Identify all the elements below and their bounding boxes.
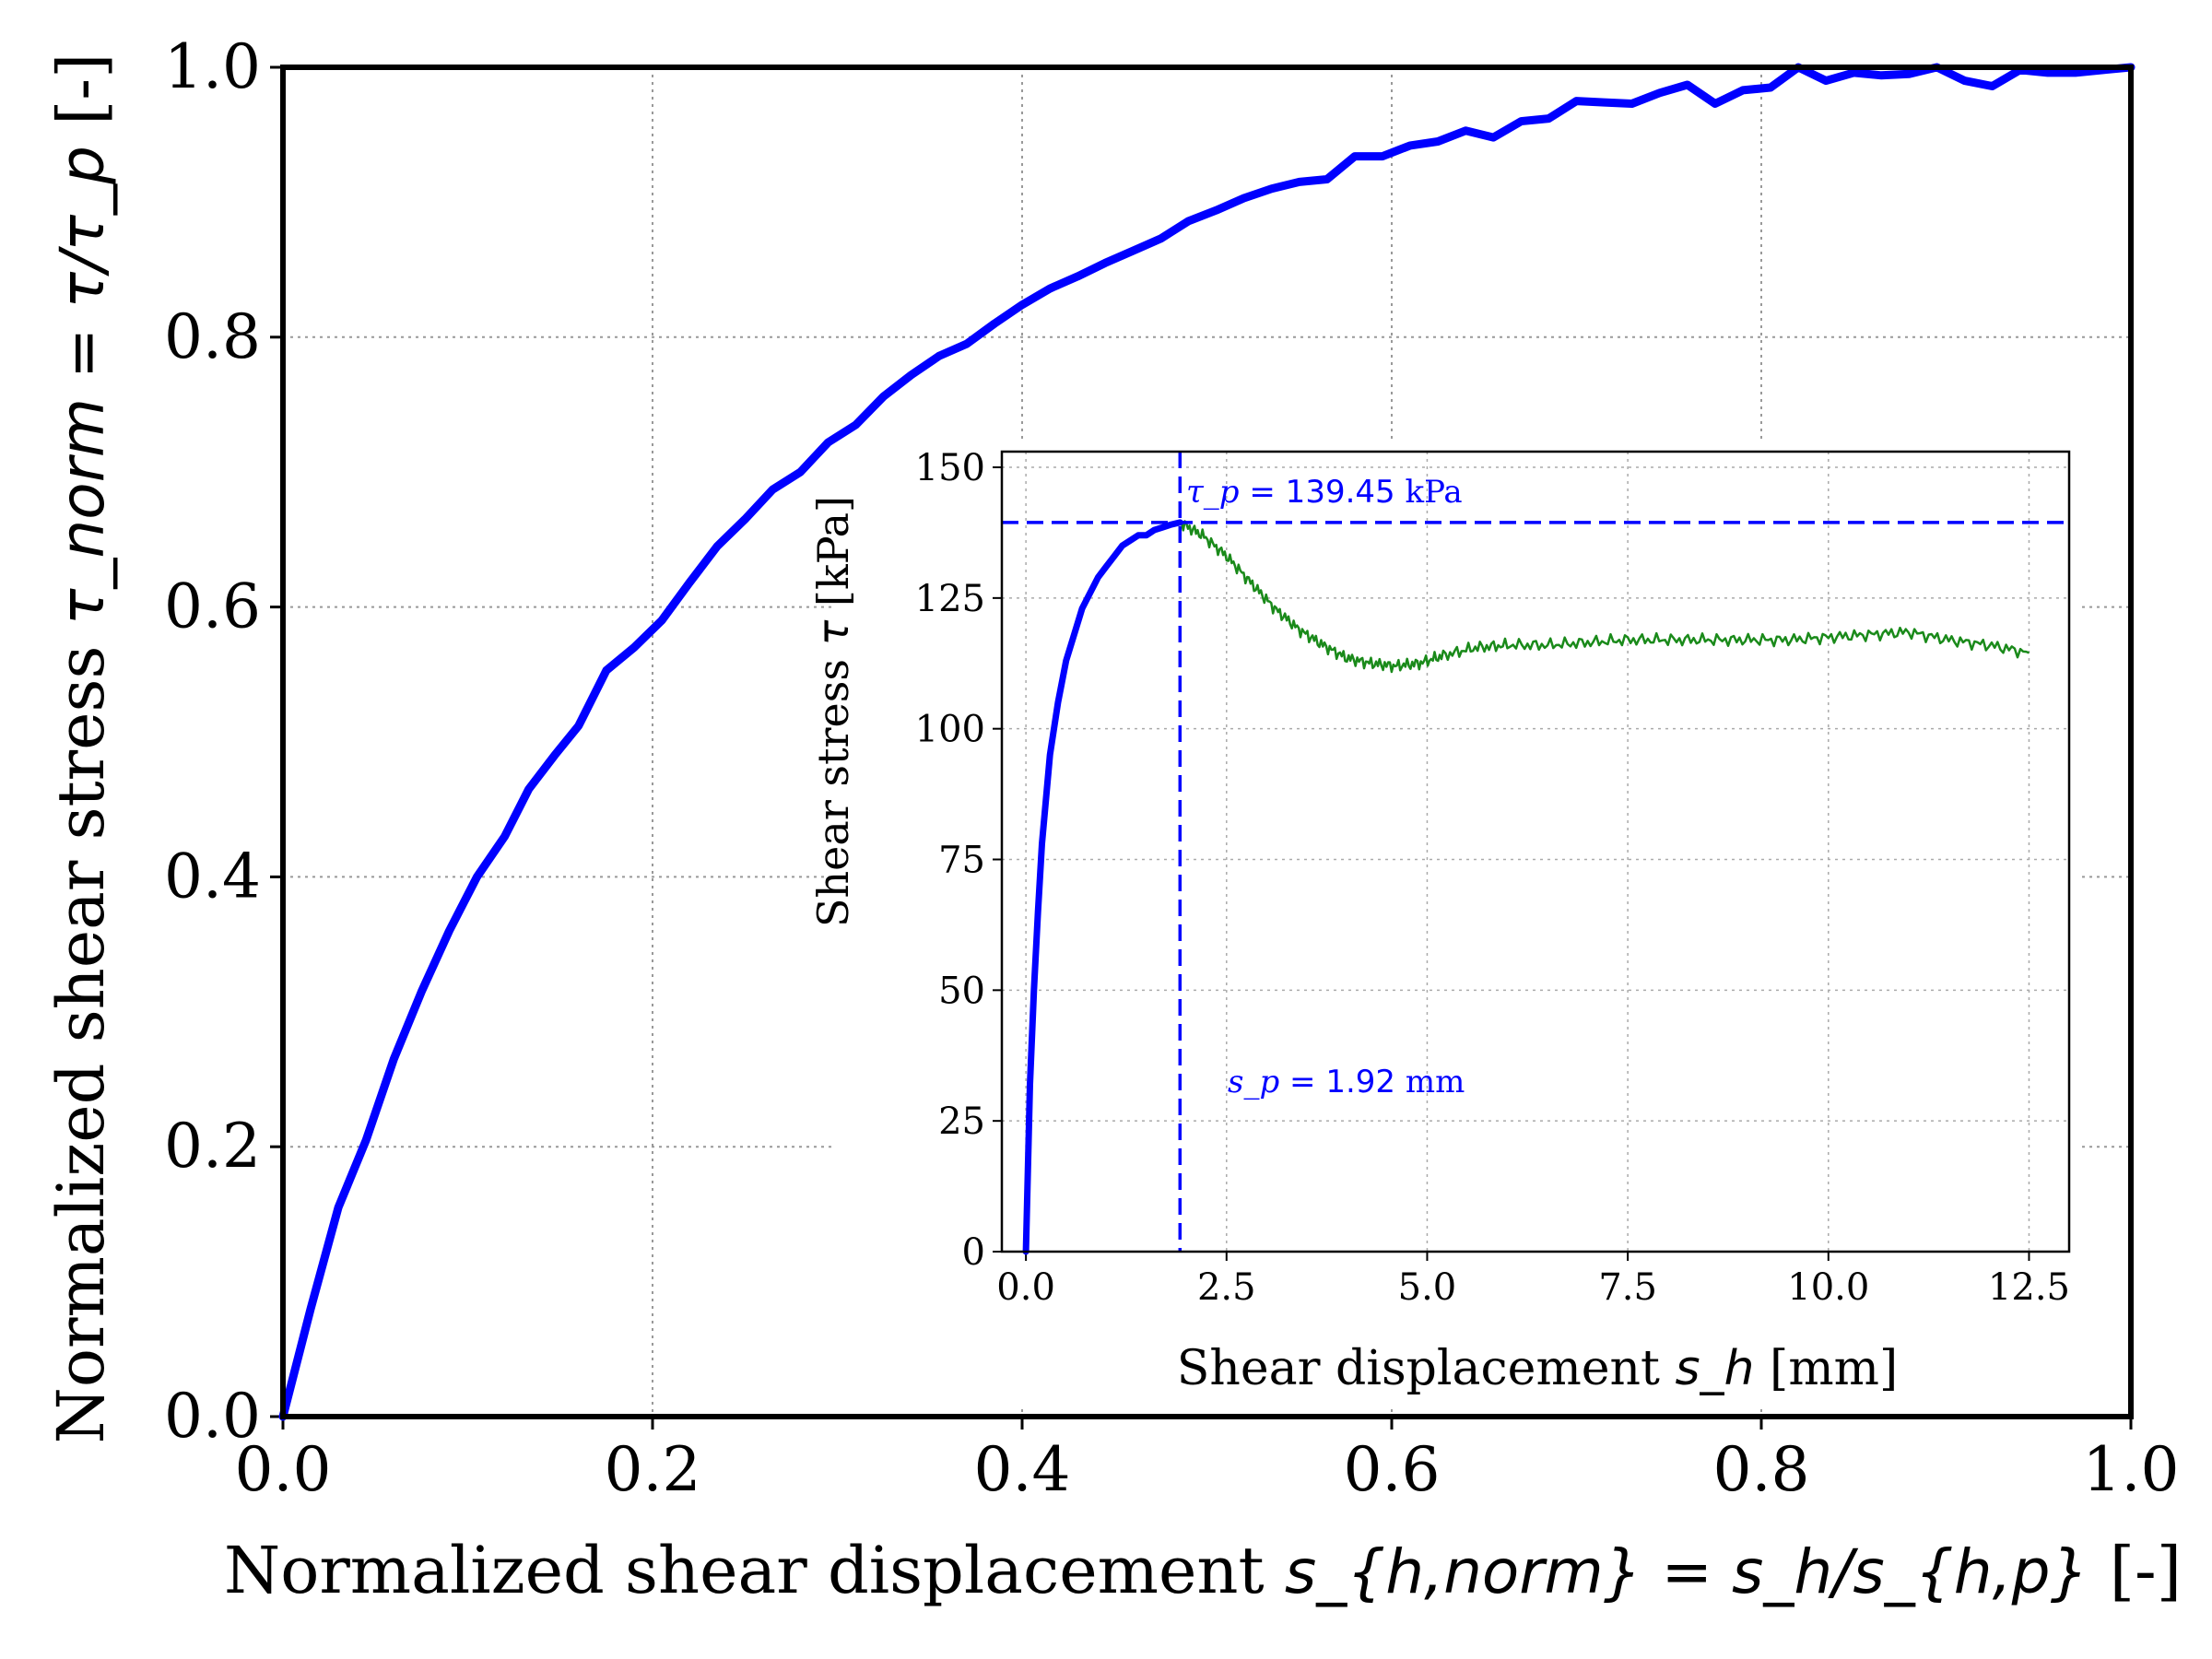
peak-stress-annotation: τ_p = 139.45 kPa	[1186, 474, 1463, 511]
normalized-curve	[278, 63, 2136, 1421]
main-x-label-math: s_{h,norm} = s_h/s_{h,p}	[1285, 1536, 2089, 1607]
inset-x-tick-label: 7.5	[1598, 1266, 1657, 1309]
main-y-tick-label: 0.6	[164, 571, 261, 642]
inset-x-tick-label: 12.5	[1988, 1266, 2070, 1309]
inset-chart: 0.0 2.5 5.0 7.5 10.0 12.5 0 25 50 75 100 125 150 τ_p…	[808, 442, 2078, 1408]
inset-x-tick-label: 5.0	[1398, 1266, 1457, 1309]
main-x-tick-label: 0.6	[1344, 1434, 1441, 1505]
main-x-tick-label: 0.2	[605, 1434, 701, 1505]
inset-y-tick-label: 25	[938, 1100, 985, 1143]
main-x-label-suffix: [-]	[2089, 1533, 2183, 1608]
tau-p-symbol: τ_p	[1186, 474, 1240, 511]
inset-y-axis-label: Shear stress τ [kPa]	[808, 496, 858, 927]
main-x-tick-label: 1.0	[2083, 1434, 2180, 1505]
main-y-tick-label: 1.0	[164, 31, 261, 102]
inset-y-tick-label: 0	[962, 1231, 985, 1274]
main-plot-frame	[280, 65, 2134, 1419]
inset-x-label-suffix: [mm]	[1755, 1341, 1899, 1396]
main-y-tick-label: 0.4	[164, 841, 261, 912]
inset-x-tick-label: 10.0	[1787, 1266, 1869, 1309]
inset-x-tick-label: 2.5	[1197, 1266, 1256, 1309]
inset-plot-frame	[1000, 450, 2071, 1253]
main-y-axis-label: Normalized shear stress τ_norm = τ/τ_p […	[43, 53, 119, 1444]
inset-x-tick-label: 0.0	[996, 1266, 1055, 1309]
main-x-tick-label: 0.0	[235, 1434, 332, 1505]
inset-y-tick-label: 75	[938, 840, 985, 882]
main-x-tick-label: 0.8	[1713, 1434, 1810, 1505]
main-x-tick-label: 0.4	[974, 1434, 1071, 1505]
inset-background	[836, 442, 2078, 1408]
inset-x-label-math: s_h	[1675, 1341, 1754, 1396]
pre-peak-curve	[1022, 519, 1183, 1255]
main-y-label-prefix: Normalized shear stress	[43, 625, 119, 1443]
main-y-tick-label: 0.8	[164, 301, 261, 372]
post-peak-curve	[1180, 520, 2030, 674]
inset-y-label-math: τ	[808, 619, 858, 645]
inset-y-tick-label: 50	[938, 970, 985, 1012]
main-ticks: 0.0 0.2 0.4 0.6 0.8 1.0 0.0 0.2 0.4 0.6 0.8 1.0	[164, 31, 2179, 1505]
inset-y-label-prefix: Shear stress	[808, 645, 858, 927]
tau-p-value: = 139.45	[1240, 474, 1395, 511]
inset-y-tick-label: 150	[915, 447, 985, 489]
inset-y-tick-label: 100	[915, 709, 985, 751]
inset-y-label-suffix: [kPa]	[808, 496, 858, 620]
main-y-label-math: τ_norm = τ/τ_p	[47, 146, 118, 625]
main-y-tick-label: 0.0	[164, 1381, 261, 1452]
main-chart: 0.0 0.2 0.4 0.6 0.8 1.0 0.0 0.2 0.4 0.6 0.8 1.0 Nor…	[43, 31, 2182, 1608]
inset-ticks: 0.0 2.5 5.0 7.5 10.0 12.5 0 25 50 75 100 125 150	[915, 447, 2070, 1309]
peak-displacement-annotation: s_p = 1.92 mm	[1228, 1064, 1465, 1100]
s-p-symbol: s_p	[1228, 1064, 1279, 1100]
main-y-tick-label: 0.2	[164, 1111, 261, 1182]
s-p-unit: mm	[1395, 1064, 1465, 1100]
inset-x-axis-label: Shear displacement s_h [mm]	[1177, 1341, 1899, 1396]
main-y-label-suffix: [-]	[43, 53, 119, 147]
inset-x-label-prefix: Shear displacement	[1177, 1341, 1676, 1396]
main-x-axis-label: Normalized shear displacement s_{h,norm}…	[224, 1533, 2182, 1608]
tau-p-unit: kPa	[1395, 474, 1463, 511]
main-x-label-prefix: Normalized shear displacement	[224, 1533, 1285, 1608]
inset-y-tick-label: 125	[915, 578, 985, 620]
s-p-value: = 1.92	[1279, 1064, 1395, 1100]
